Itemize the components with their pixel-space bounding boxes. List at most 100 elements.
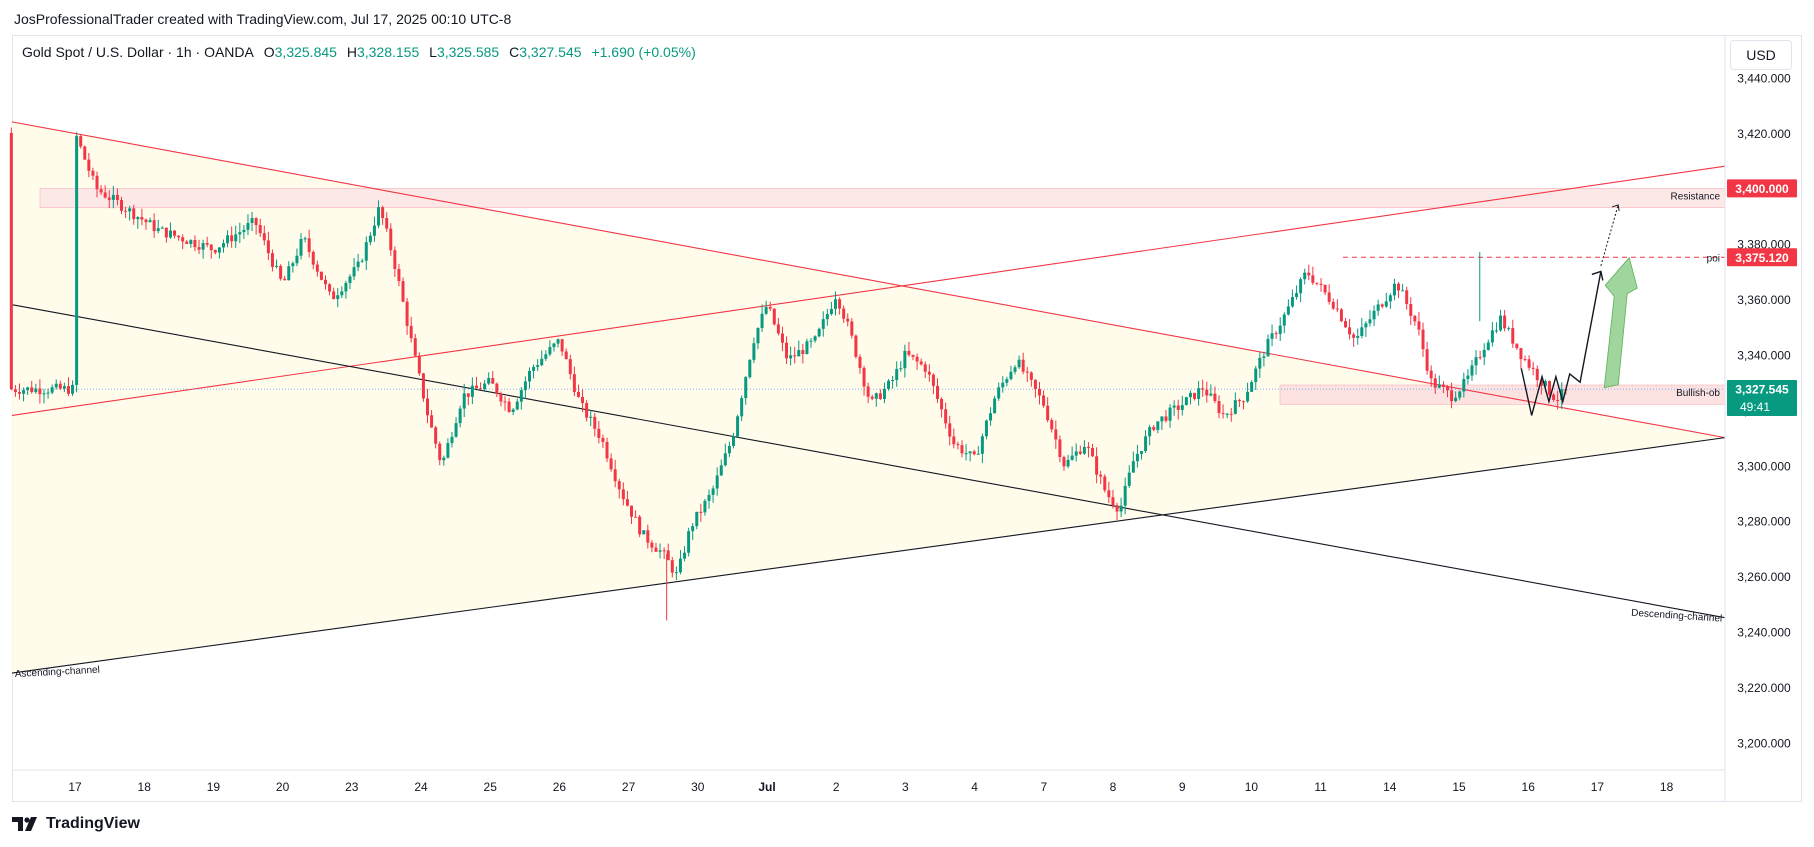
candle-body-368 [1511,328,1515,344]
candle-body-181 [748,359,752,378]
candle-body-365 [1499,315,1503,331]
candle-body-59 [250,218,254,224]
candle-body-263 [1082,446,1086,454]
x-tick-label-19: 14 [1383,780,1397,794]
candle-body-305 [1254,368,1258,383]
x-tick-label-4: 23 [345,780,359,794]
candle-body-338 [1388,295,1392,302]
candle-body-300 [1233,400,1237,414]
tradingview-logo[interactable]: TradingView [12,815,140,833]
candle-body-57 [242,229,246,233]
candle-body-11 [54,383,58,388]
candle-body-83 [348,276,352,284]
candle-body-189 [780,333,784,343]
candle-body-200 [825,314,829,320]
candle-body-135 [560,339,564,352]
candle-body-238 [980,436,984,454]
candle-body-259 [1066,459,1070,467]
y-tick-label-3: 3,260.000 [1737,570,1791,584]
candle-body-13 [62,386,66,389]
y-tick-label-4: 3,280.000 [1737,515,1791,529]
candle-body-124 [515,401,519,410]
candle-body-345 [1417,321,1421,330]
candle-body-244 [1005,379,1009,383]
candle-body-45 [193,240,197,248]
candle-body-280 [1152,427,1156,430]
candle-body-266 [1095,456,1099,475]
candle-body-340 [1397,283,1401,291]
tradingview-logo-icon [12,817,37,831]
candle-body-140 [581,396,585,404]
candle-body-350 [1437,384,1441,388]
candle-body-178 [736,416,740,437]
candle-body-333 [1368,319,1372,324]
candle-body-285 [1172,405,1176,408]
candle-body-351 [1441,384,1445,387]
candle-body-172 [711,488,715,495]
candle-body-187 [772,308,776,325]
candle-body-168 [695,511,699,527]
candle-body-348 [1429,370,1433,379]
candle-body-169 [699,511,703,513]
last-price-tag-text: 3,327.545 [1735,383,1789,397]
candle-body-221 [911,354,915,357]
candle-body-91 [381,207,385,219]
candle-body-63 [266,240,270,254]
candle-body-318 [1307,272,1311,276]
candle-body-276 [1135,453,1139,462]
x-tick-label-22: 17 [1591,780,1605,794]
resistance-price-tag-bg [1727,179,1797,198]
candle-body-261 [1074,451,1078,456]
candle-body-68 [287,266,291,281]
candle-body-161 [666,550,670,561]
candle-body-249 [1025,371,1029,373]
x-tick-label-21: 16 [1522,780,1536,794]
candle-body-242 [997,387,1001,399]
candle-body-90 [377,207,381,226]
candle-body-226 [931,374,935,386]
candle-body-290 [1193,392,1197,399]
candle-body-43 [185,241,189,244]
candle-body-119 [495,383,499,394]
candle-body-255 [1050,420,1054,430]
resistance-zone [39,188,1726,209]
y-tick-label-0: 3,200.000 [1737,736,1791,750]
candle-body-224 [923,364,927,372]
candle-body-284 [1168,407,1172,421]
descending-channel-line [11,304,1726,619]
candle-body-71 [299,238,303,256]
candle-body-114 [474,385,478,389]
candle-body-145 [601,437,605,443]
candle-body-167 [691,526,695,532]
x-tick-label-8: 27 [622,780,636,794]
candle-body-287 [1180,405,1184,410]
candle-body-31 [136,217,140,220]
candle-body-245 [1009,371,1013,380]
candle-body-97 [405,301,409,326]
candle-body-309 [1270,333,1274,339]
candle-body-154 [638,516,642,535]
candle-body-337 [1384,301,1388,307]
candle-body-217 [895,369,899,381]
candle-body-103 [430,415,434,428]
candle-body-235 [968,451,972,454]
candle-body-176 [727,445,731,454]
candle-body-177 [731,436,735,446]
candle-body-316 [1299,279,1303,294]
x-tick-label-5: 24 [414,780,428,794]
candle-body-133 [552,343,556,348]
candle-body-88 [368,235,372,243]
candle-body-359 [1474,357,1478,366]
candle-body-44 [189,240,193,244]
candle-body-208 [858,356,862,368]
candle-body-329 [1352,334,1356,338]
candle-body-361 [1482,349,1486,358]
candle-body-173 [715,475,719,489]
candle-body-298 [1225,413,1229,415]
currency-button[interactable]: USD [1730,40,1792,70]
candle-body-355 [1458,391,1462,398]
x-tick-label-6: 25 [484,780,498,794]
candle-body-220 [907,350,911,355]
candle-body-278 [1144,436,1148,452]
